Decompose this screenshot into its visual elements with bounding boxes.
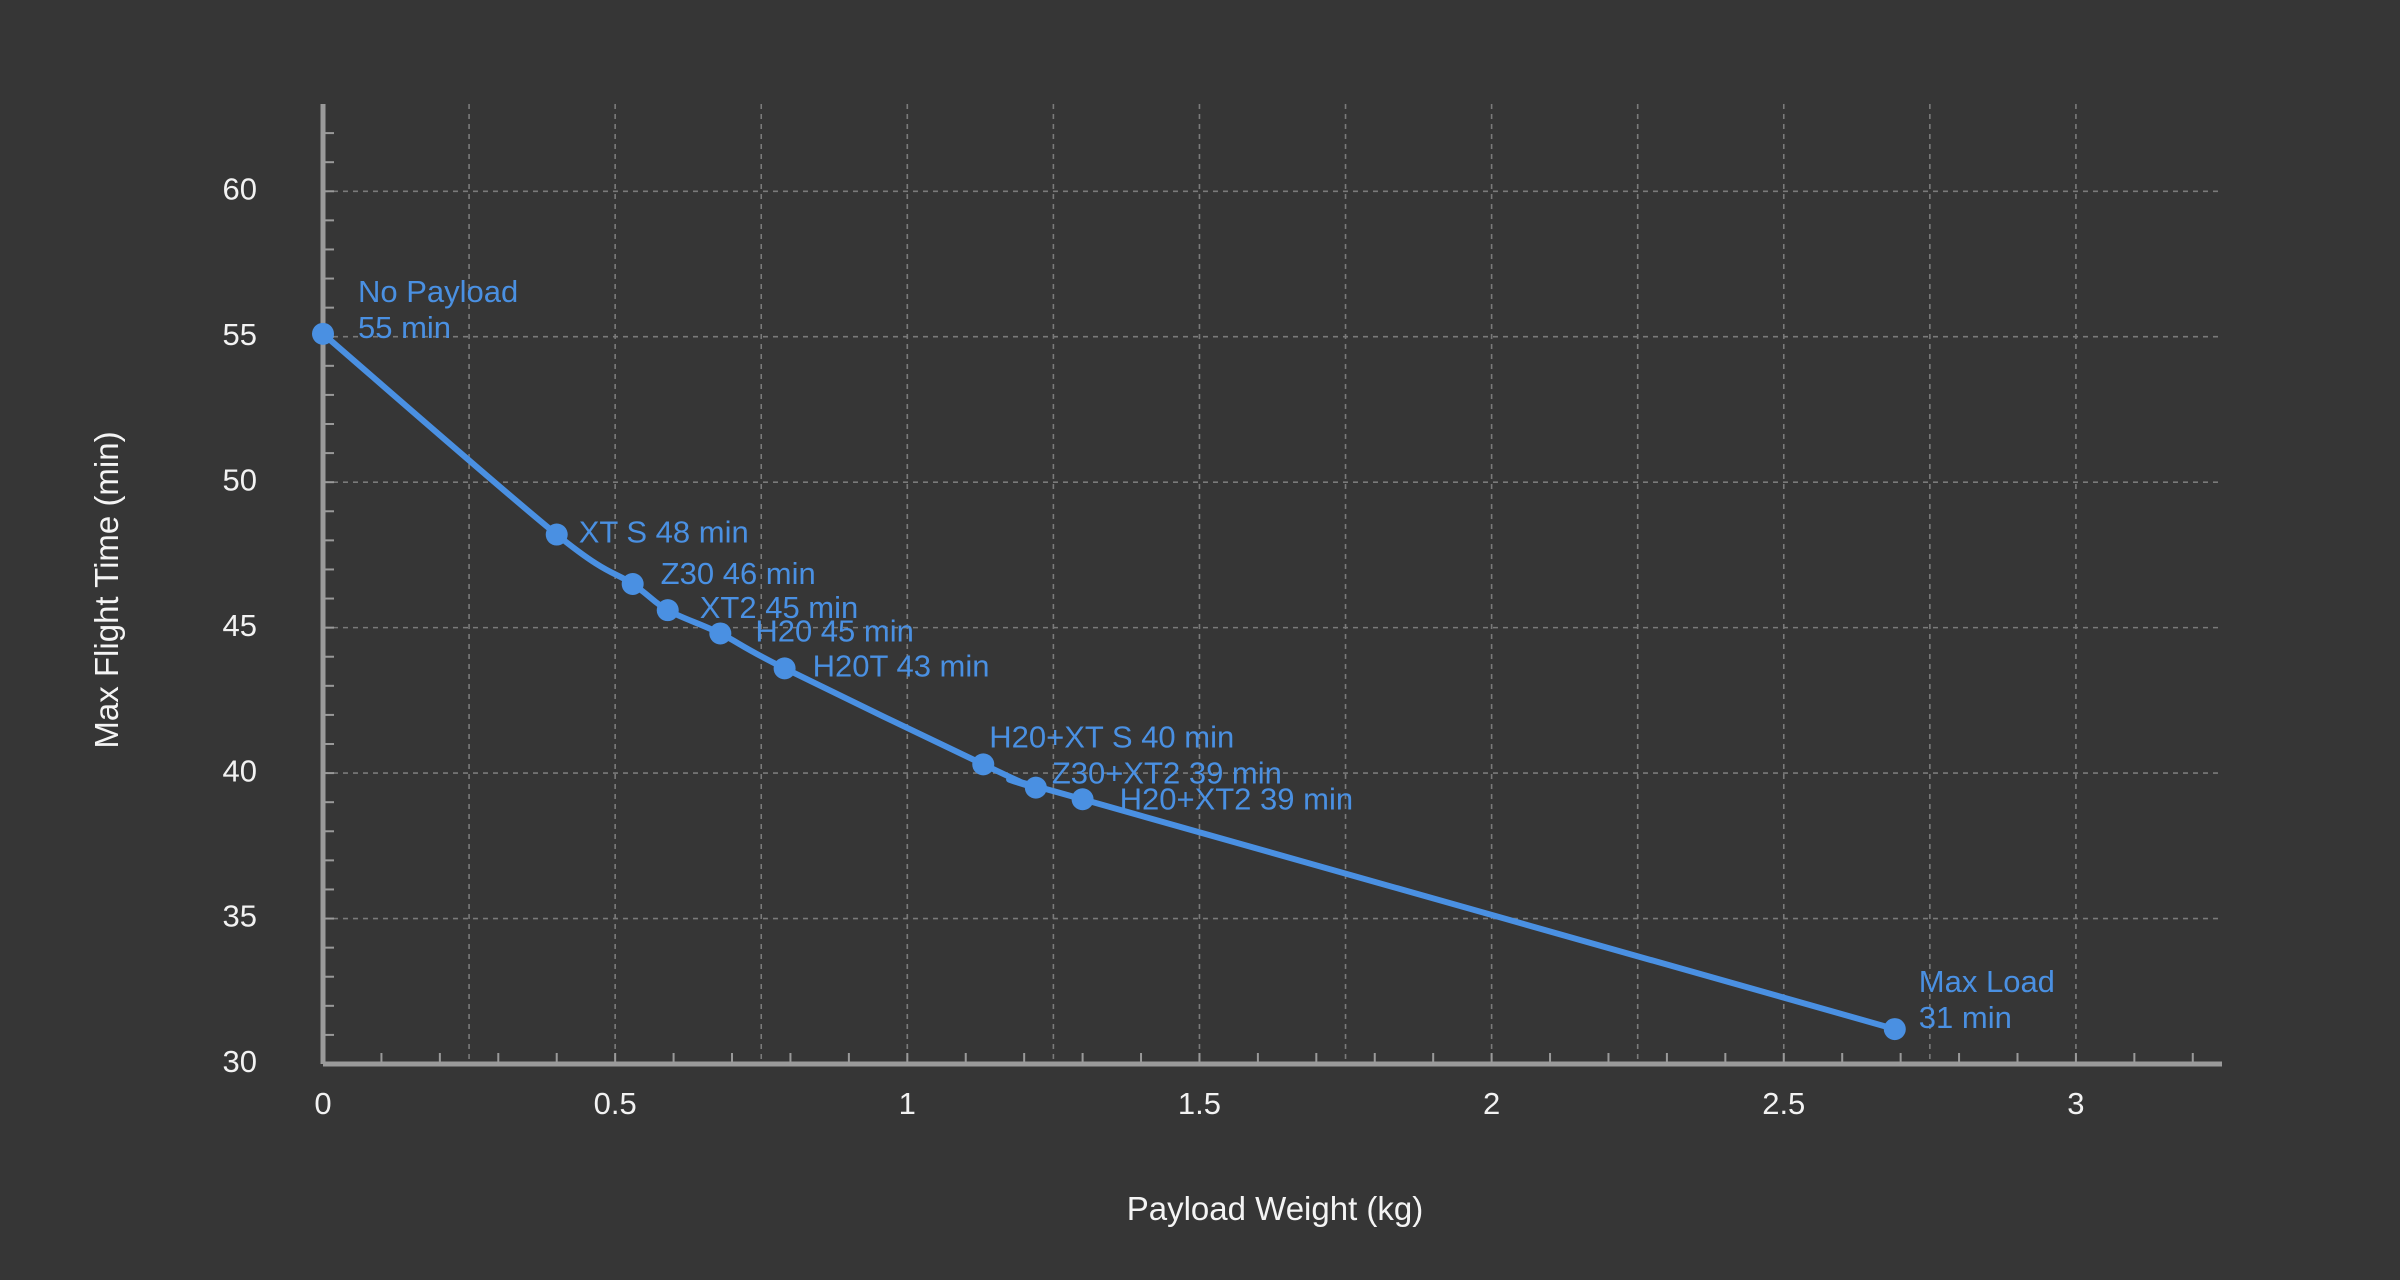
point-label-line: 55 min — [358, 310, 451, 345]
data-point — [1883, 1018, 1906, 1041]
point-label-line: Z30 46 min — [661, 556, 816, 591]
point-label: Z30 46 min — [661, 556, 816, 591]
point-label: XT2 45 min — [700, 590, 859, 625]
point-label-line: XT S 48 min — [579, 515, 749, 550]
tick-layer: 30 35 40 45 50 55 60 0 0.5 1 1.5 2 2.5 3 — [223, 132, 2194, 1121]
x-tick-label: 3 — [2067, 1086, 2084, 1121]
y-tick-label: 40 — [223, 753, 257, 788]
x-tick-label: 0.5 — [594, 1086, 637, 1121]
y-tick-label: 30 — [223, 1044, 257, 1079]
point-label: H20+XT2 39 min — [1120, 781, 1353, 816]
label-layer: No Payload 55 min XT S 48 min Z30 46 minXT2… — [358, 274, 2055, 1035]
data-point — [1024, 776, 1047, 799]
data-point — [709, 622, 732, 645]
point-label-line: 31 min — [1919, 1000, 2012, 1035]
data-point — [773, 657, 796, 680]
data-point — [312, 322, 334, 345]
x-tick-label: 0 — [314, 1086, 331, 1121]
point-label-line: H20 45 min — [755, 614, 914, 649]
y-tick-label: 50 — [223, 462, 257, 497]
point-label: H20T 43 min — [813, 649, 990, 684]
point-label: Max Load 31 min — [1919, 964, 2055, 1035]
y-tick-label: 55 — [223, 317, 257, 352]
data-point — [972, 753, 995, 776]
data-point — [545, 523, 568, 546]
data-point — [1071, 788, 1094, 811]
point-label: No Payload 55 min — [358, 274, 518, 345]
y-tick-label: 45 — [223, 608, 257, 643]
point-label-line: Z30+XT2 39 min — [1052, 756, 1282, 791]
point-label-line: H20T 43 min — [813, 649, 990, 684]
y-axis-title: Max Flight Time (min) — [88, 431, 125, 748]
data-point — [621, 573, 644, 595]
point-label-line: H20+XT2 39 min — [1120, 781, 1353, 816]
x-tick-label: 2.5 — [1762, 1086, 1805, 1121]
point-label: XT S 48 min — [579, 515, 749, 550]
point-label-line: No Payload — [358, 274, 518, 309]
point-label-line: XT2 45 min — [700, 590, 859, 625]
point-label: H20 45 min — [755, 614, 914, 649]
flight-time-curve — [320, 330, 1898, 1033]
point-label: H20+XT S 40 min — [989, 720, 1234, 755]
data-point — [656, 599, 679, 622]
grid-layer — [323, 104, 2222, 1064]
axis-layer — [320, 104, 2222, 1067]
y-tick-label: 35 — [223, 899, 257, 934]
point-label: Z30+XT2 39 min — [1052, 756, 1282, 791]
point-label-line: H20+XT S 40 min — [989, 720, 1234, 755]
y-tick-label: 60 — [223, 171, 257, 206]
x-tick-label: 1 — [899, 1086, 916, 1121]
x-tick-label: 2 — [1483, 1086, 1500, 1121]
point-label-line: Max Load — [1919, 964, 2055, 999]
x-tick-label: 1.5 — [1178, 1086, 1221, 1121]
x-axis-title: Payload Weight (kg) — [1127, 1190, 1424, 1227]
series-layer — [312, 322, 1906, 1041]
